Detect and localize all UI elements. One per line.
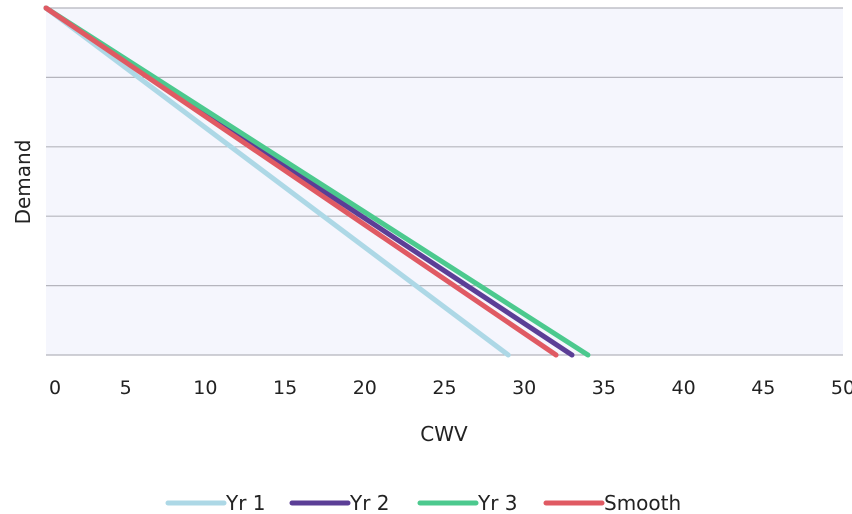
- legend-label: Yr 1: [225, 491, 266, 514]
- legend-label: Yr 3: [477, 491, 518, 514]
- series-line-yr-3: [43, 5, 591, 358]
- x-axis-title: CWV: [420, 422, 468, 446]
- x-tick-label: 40: [672, 377, 696, 399]
- x-tick-label: 30: [512, 377, 536, 399]
- x-tick-label: 25: [432, 377, 456, 399]
- x-tick-label: 15: [273, 377, 297, 399]
- x-tick-label: 45: [751, 377, 775, 399]
- x-tick-label: 20: [353, 377, 377, 399]
- grid-lines: [46, 7, 843, 356]
- x-tick-label: 10: [193, 377, 217, 399]
- series-lines: [43, 5, 591, 358]
- series-line-yr-1: [43, 5, 511, 358]
- x-tick-label: 50: [831, 377, 852, 399]
- legend-label: Yr 2: [349, 491, 390, 514]
- x-tick-labels: 0 5 10 15 20 25 30 35 40 45 50: [49, 377, 852, 399]
- x-tick-label: 5: [120, 377, 132, 399]
- y-axis-title: Demand: [11, 140, 35, 225]
- series-line-smooth: [43, 5, 559, 358]
- legend: Yr 1 Yr 2 Yr 3 Smooth: [165, 491, 681, 514]
- x-tick-label: 0: [49, 377, 61, 399]
- x-tick-label: 35: [592, 377, 616, 399]
- plot-background: [46, 8, 843, 355]
- legend-label: Smooth: [604, 491, 681, 514]
